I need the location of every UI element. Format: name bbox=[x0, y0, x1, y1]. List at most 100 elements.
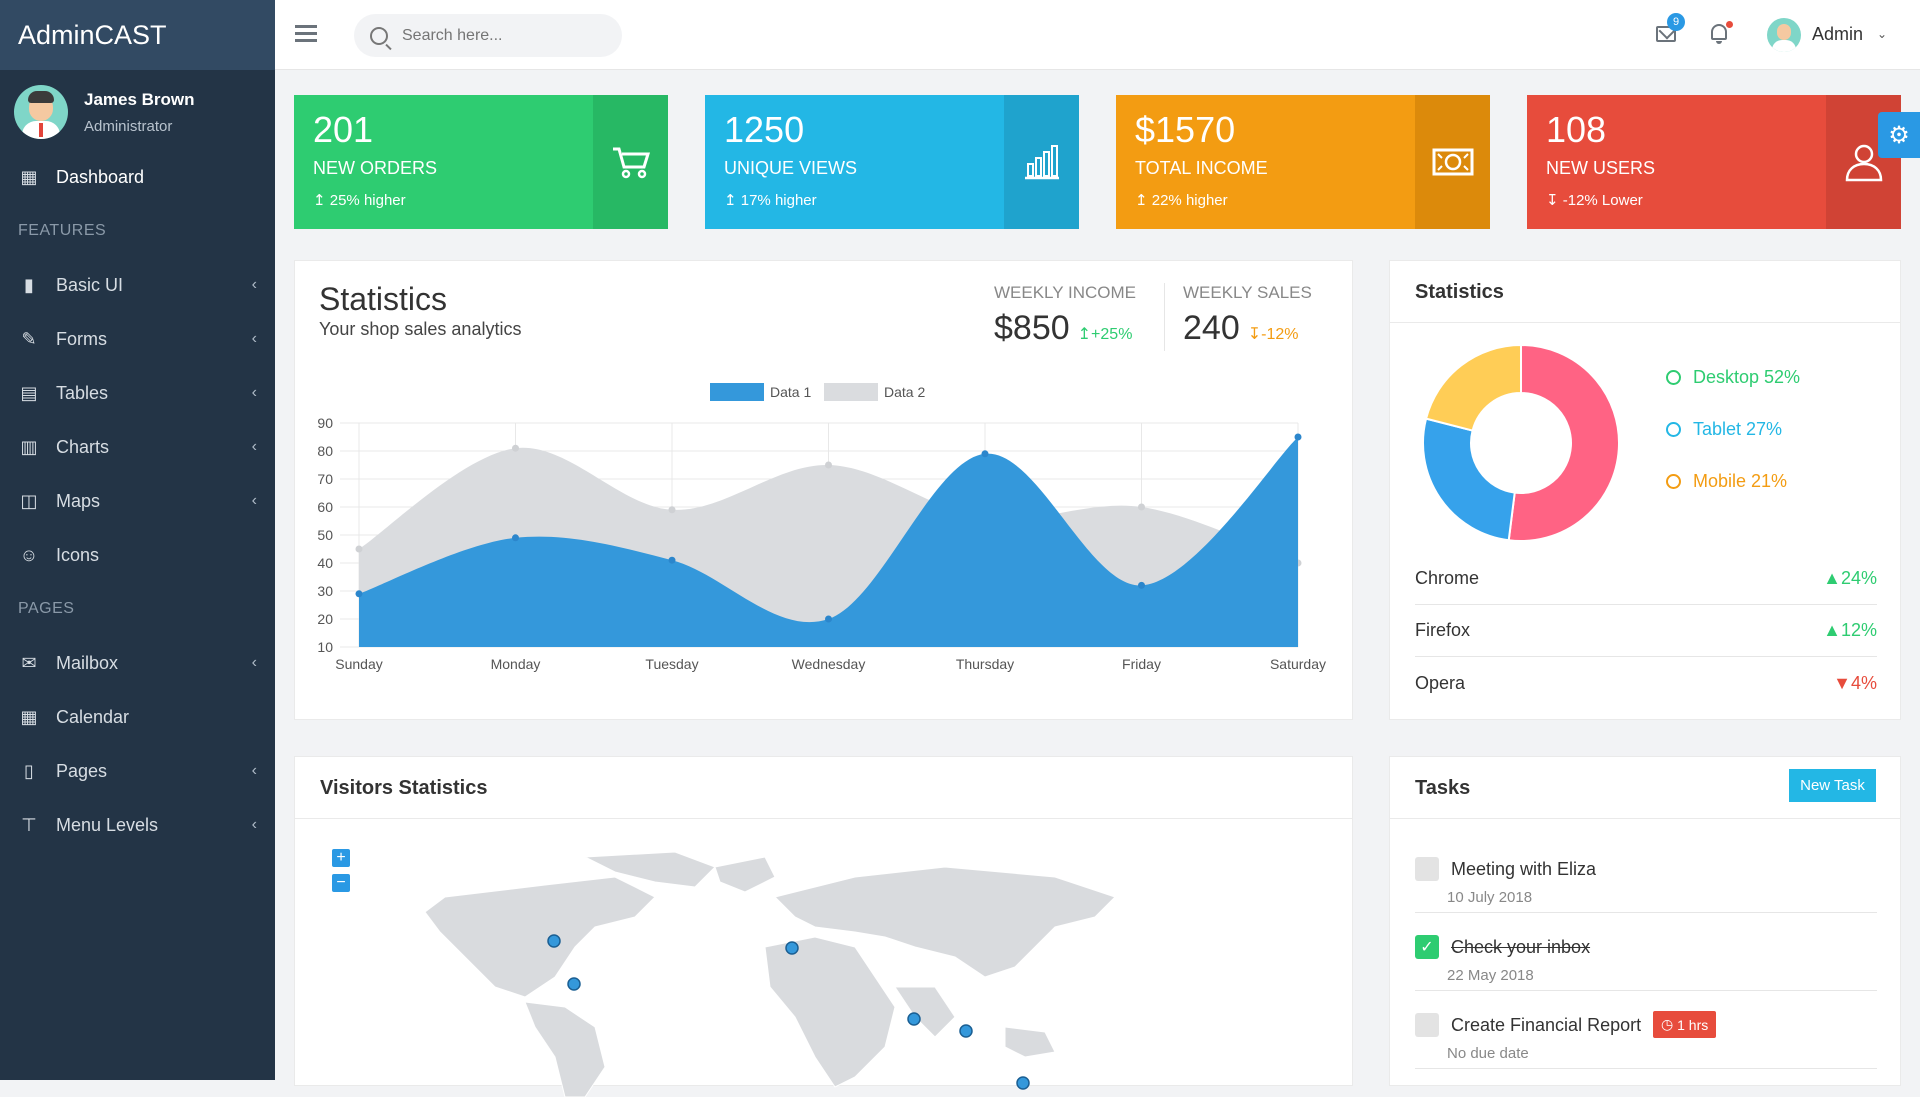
divider bbox=[1164, 283, 1165, 351]
sidebar-item-label: Calendar bbox=[56, 706, 130, 727]
chevron-left-icon: ‹ bbox=[251, 816, 257, 833]
legend-desktop: Desktop 52% bbox=[1666, 367, 1800, 388]
browser-name: Firefox bbox=[1415, 620, 1471, 640]
data-point bbox=[355, 545, 363, 553]
browser-delta-text: 24% bbox=[1840, 568, 1877, 588]
task-item: Create Financial Report ◷ 1 hrs No due d… bbox=[1415, 991, 1877, 1069]
sitemap-icon: ⊤ bbox=[21, 814, 37, 835]
circle-icon bbox=[1666, 474, 1681, 489]
panel-title: Visitors Statistics bbox=[320, 777, 488, 799]
menu-toggle-icon[interactable] bbox=[295, 25, 317, 43]
weekly-income-label: WEEKLY INCOME bbox=[994, 283, 1137, 302]
chevron-left-icon: ‹ bbox=[251, 384, 257, 401]
weekly-sales-value: 240 bbox=[1183, 309, 1240, 347]
card-value: $1570 bbox=[1135, 109, 1236, 150]
task-title: Meeting with Eliza bbox=[1451, 859, 1597, 879]
browser-row-chrome: Chrome ▲24% bbox=[1415, 553, 1877, 605]
statistics-panel: Statistics Your shop sales analytics WEE… bbox=[294, 260, 1353, 720]
visitors-panel: Visitors Statistics + − bbox=[294, 756, 1353, 1097]
sidebar-item-label: Pages bbox=[56, 760, 108, 781]
browser-delta: ▲24% bbox=[1823, 568, 1877, 588]
x-tick-label: Monday bbox=[491, 656, 541, 672]
sidebar-item-label: Mailbox bbox=[56, 652, 119, 673]
legend-mobile: Mobile 21% bbox=[1666, 471, 1787, 492]
legend-label: Data 2 bbox=[884, 384, 925, 400]
legend-label: Tablet 27% bbox=[1693, 419, 1783, 439]
circle-icon bbox=[1666, 422, 1681, 437]
search-input[interactable] bbox=[402, 26, 602, 45]
task-checkbox[interactable]: ✓ bbox=[1415, 935, 1439, 959]
sidebar-item-charts[interactable]: ▥ Charts ‹ bbox=[0, 420, 275, 474]
card-sub-text: 17% higher bbox=[740, 192, 817, 209]
x-tick-label: Thursday bbox=[956, 656, 1014, 672]
sidebar-item-basic-ui[interactable]: ▮ Basic UI ‹ bbox=[0, 258, 275, 312]
sidebar-item-label: Menu Levels bbox=[56, 814, 159, 835]
check-icon: ✓ bbox=[1420, 939, 1434, 956]
data-point bbox=[1138, 581, 1145, 589]
card-sub: ↥ 17% higher bbox=[724, 192, 817, 209]
zoom-in-button[interactable]: + bbox=[332, 849, 350, 867]
y-tick-label: 20 bbox=[317, 611, 333, 627]
zoom-out-button[interactable]: − bbox=[332, 874, 350, 892]
sidebar-item-tables[interactable]: ▤ Tables ‹ bbox=[0, 366, 275, 420]
bell-icon[interactable] bbox=[1711, 24, 1727, 44]
avatar[interactable] bbox=[1767, 18, 1801, 52]
brand-logo[interactable]: AdminCAST bbox=[0, 0, 275, 70]
legend-label: Desktop 52% bbox=[1693, 367, 1801, 387]
panel-title: Statistics bbox=[1415, 281, 1504, 303]
chevron-left-icon: ‹ bbox=[251, 276, 257, 293]
gear-icon[interactable]: ⚙ bbox=[1878, 112, 1920, 158]
tasks-panel: Tasks New Task Meeting with Eliza 10 Jul… bbox=[1389, 756, 1901, 1086]
card-sub: ↧ -12% Lower bbox=[1546, 192, 1643, 209]
card-label: NEW USERS bbox=[1546, 158, 1656, 178]
user-name: James Brown bbox=[84, 89, 195, 109]
card-sub-text: 22% higher bbox=[1151, 192, 1228, 209]
user-menu-label[interactable]: Admin bbox=[1812, 24, 1864, 44]
cart-icon bbox=[593, 95, 668, 229]
calendar-icon: ▦ bbox=[20, 706, 38, 727]
y-tick-label: 80 bbox=[317, 443, 333, 459]
browser-delta: ▼4% bbox=[1833, 672, 1877, 693]
task-date: 22 May 2018 bbox=[1447, 967, 1534, 984]
card-value: 1250 bbox=[724, 109, 805, 150]
panel-title: Statistics bbox=[319, 281, 448, 317]
sidebar-item-forms[interactable]: ✎ Forms ‹ bbox=[0, 312, 275, 366]
card-new-users: 108 NEW USERS ↧ -12% Lower bbox=[1527, 95, 1901, 229]
x-tick-label: Wednesday bbox=[792, 656, 866, 672]
browser-delta-text: 4% bbox=[1850, 672, 1877, 693]
sidebar-item-pages[interactable]: ▯ Pages ‹ bbox=[0, 744, 275, 798]
data-point bbox=[668, 556, 676, 564]
dashboard-icon: ▦ bbox=[20, 166, 38, 187]
sidebar-item-maps[interactable]: ◫ Maps ‹ bbox=[0, 474, 275, 528]
avatar bbox=[14, 85, 68, 139]
new-task-button[interactable]: New Task bbox=[1789, 769, 1876, 802]
data-point bbox=[825, 461, 832, 469]
x-tick-label: Saturday bbox=[1270, 656, 1326, 672]
task-date: No due date bbox=[1447, 1045, 1529, 1062]
weekly-sales-delta: ↧-12% bbox=[1247, 326, 1299, 343]
data-point bbox=[668, 506, 676, 514]
card-label: TOTAL INCOME bbox=[1135, 158, 1268, 178]
chevron-down-icon[interactable]: ⌄ bbox=[1877, 27, 1888, 41]
task-checkbox[interactable] bbox=[1415, 1013, 1439, 1037]
search-box bbox=[354, 14, 622, 57]
sidebar-item-dashboard[interactable]: ▦ Dashboard bbox=[0, 150, 275, 204]
sidebar-item-icons[interactable]: ☺ Icons bbox=[0, 528, 275, 582]
envelope-icon[interactable] bbox=[1656, 26, 1676, 42]
card-sub-text: 25% higher bbox=[329, 192, 406, 209]
sidebar-item-label: Basic UI bbox=[56, 274, 124, 295]
y-tick-label: 60 bbox=[317, 499, 333, 515]
task-checkbox[interactable] bbox=[1415, 857, 1439, 881]
chevron-left-icon: ‹ bbox=[251, 762, 257, 779]
mail-count-badge: 9 bbox=[1667, 13, 1685, 31]
task-time-badge: ◷ 1 hrs bbox=[1653, 1011, 1717, 1038]
sidebar-item-label: Charts bbox=[56, 436, 110, 457]
browser-name: Chrome bbox=[1415, 568, 1480, 588]
sidebar-item-calendar[interactable]: ▦ Calendar bbox=[0, 690, 275, 744]
series-area-1 bbox=[359, 437, 1298, 647]
data-point bbox=[1138, 503, 1145, 511]
statistics-side-panel: Statistics Desktop 52% Tablet 27% Mobile… bbox=[1389, 260, 1901, 720]
world-map bbox=[424, 851, 1116, 1097]
sidebar-item-menu-levels[interactable]: ⊤ Menu Levels ‹ bbox=[0, 798, 275, 852]
sidebar-item-mailbox[interactable]: ✉ Mailbox ‹ bbox=[0, 636, 275, 690]
